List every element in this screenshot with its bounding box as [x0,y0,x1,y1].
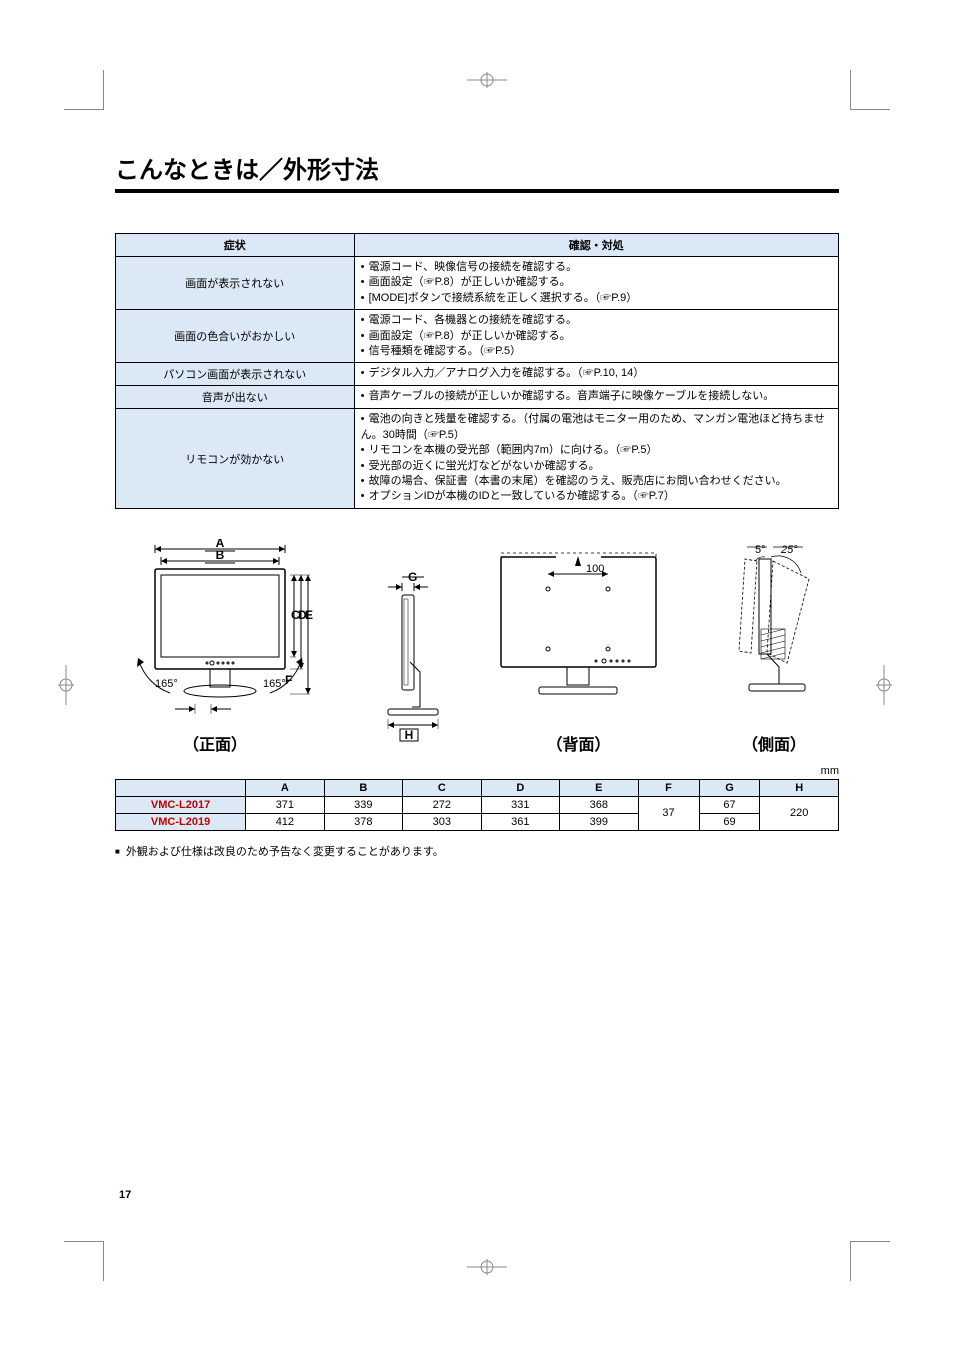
diagrams-row: A B [115,539,839,755]
table-row: リモコンが効かない •電池の向きと残量を確認する。（付属の電池はモニター用のため… [116,409,839,508]
table-row: 画面が表示されない •電源コード、映像信号の接続を確認する。 •画面設定（☞P.… [116,257,839,310]
symptom-cell: 音声が出ない [116,386,355,409]
symptom-cell: 画面の色合いがおかしい [116,310,355,363]
svg-text:H: H [405,728,414,742]
header-symptom: 症状 [116,234,355,257]
model-cell: VMC-L2019 [116,813,246,830]
rear-label: （背面） [491,731,666,755]
note: ■外観および仕様は改良のため予告なく変更することがあります。 [115,843,839,859]
symptom-cell: リモコンが効かない [116,409,355,508]
reg-top [467,72,487,92]
symptom-cell: 画面が表示されない [116,257,355,310]
section-title: こんなときは／外形寸法 [115,150,839,193]
dims-row: VMC-L2017 371 339 272 331 368 37 67 220 [116,796,839,813]
diagram-rear: 100 （背面） [491,539,666,755]
troubleshooting-table: 症状 確認・対処 画面が表示されない •電源コード、映像信号の接続を確認する。 … [115,233,839,509]
table-row: パソコン画面が表示されない •デジタル入力／アナログ入力を確認する。（☞P.10… [116,363,839,386]
svg-text:E: E [305,608,313,622]
page-number: 17 [119,1189,131,1201]
header-action: 確認・対処 [354,234,838,257]
diagram-front: A B [115,539,315,755]
action-cell: •デジタル入力／アナログ入力を確認する。（☞P.10, 14） [354,363,838,386]
tilt-label: （側面） [709,731,839,755]
table-row: 画面の色合いがおかしい •電源コード、各機器との接続を確認する。 •画面設定（☞… [116,310,839,363]
unit-label: mm [115,765,839,777]
page-content: こんなときは／外形寸法 症状 確認・対処 画面が表示されない •電源コード、映像… [115,150,839,1201]
dimensions-table: A B C D E F G H VMC-L2017 371 339 272 33… [115,779,839,831]
svg-text:F: F [285,673,292,687]
diagram-tilt: 5° 25° [709,539,839,755]
svg-text:25°: 25° [780,544,798,556]
table-row: 音声が出ない •音声ケーブルの接続が正しいか確認する。音声端子に映像ケーブルを接… [116,386,839,409]
reg-right [876,665,896,685]
action-cell: •電源コード、各機器との接続を確認する。 •画面設定（☞P.8）が正しいか確認す… [354,310,838,363]
diagram-side: G H H [358,567,448,755]
action-cell: •電池の向きと残量を確認する。（付属の電池はモニター用のため、マンガン電池ほど持… [354,409,838,508]
reg-left [58,665,78,685]
svg-text:100: 100 [586,563,604,575]
svg-text:5°: 5° [755,544,766,556]
svg-text:165°: 165° [155,678,178,690]
dims-header-row: A B C D E F G H [116,779,839,796]
reg-bottom [467,1259,487,1279]
action-cell: •音声ケーブルの接続が正しいか確認する。音声端子に映像ケーブルを接続しない。 [354,386,838,409]
svg-text:B: B [216,548,225,562]
front-label: （正面） [115,731,315,755]
table-header-row: 症状 確認・対処 [116,234,839,257]
dims-row: VMC-L2019 412 378 303 361 399 69 [116,813,839,830]
symptom-cell: パソコン画面が表示されない [116,363,355,386]
model-cell: VMC-L2017 [116,796,246,813]
action-cell: •電源コード、映像信号の接続を確認する。 •画面設定（☞P.8）が正しいか確認す… [354,257,838,310]
svg-text:165°: 165° [263,678,286,690]
